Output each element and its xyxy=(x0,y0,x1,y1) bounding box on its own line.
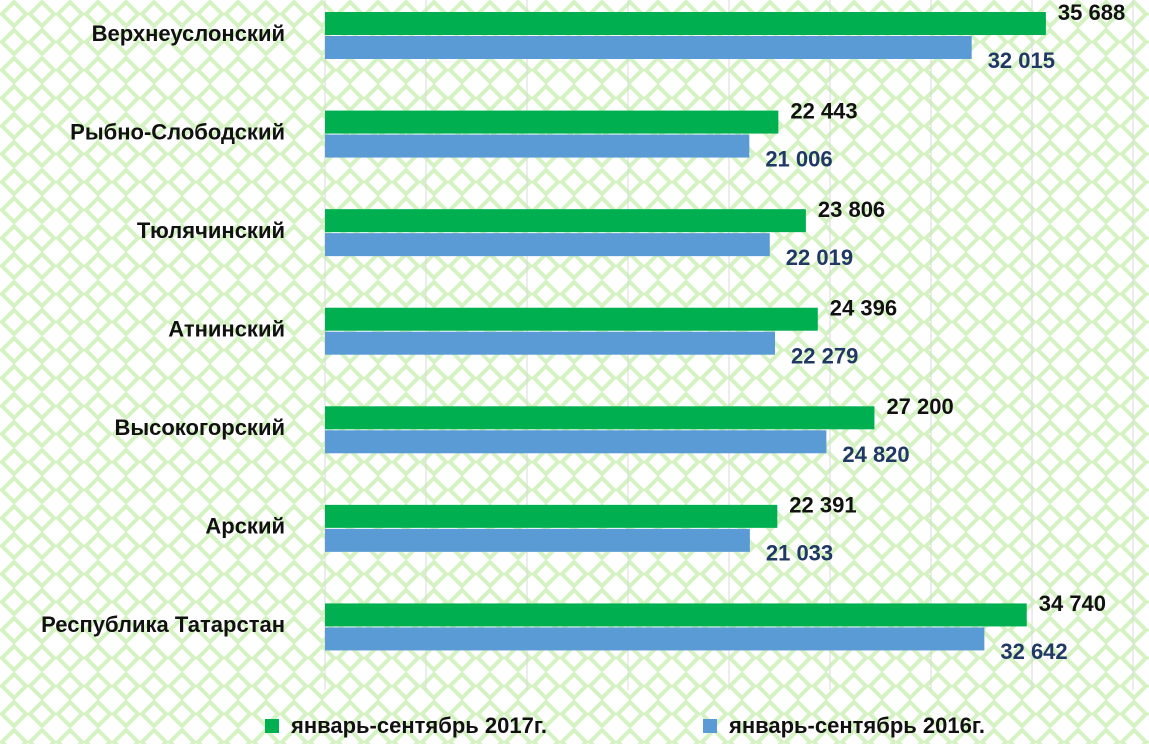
value-label: 21 006 xyxy=(765,146,832,171)
value-label: 32 642 xyxy=(1000,639,1067,664)
value-label: 35 688 xyxy=(1058,0,1125,25)
category-label: Арский xyxy=(205,514,285,539)
bar xyxy=(325,627,985,651)
value-label: 22 443 xyxy=(790,98,857,123)
bar xyxy=(325,36,972,59)
value-label: 32 015 xyxy=(988,48,1055,73)
legend-label: январь-сентябрь 2016г. xyxy=(728,713,985,738)
value-label: 22 019 xyxy=(786,245,853,270)
category-label: Верхнеуслонский xyxy=(92,21,285,46)
bar xyxy=(325,12,1046,35)
category-label: Атнинский xyxy=(168,317,285,342)
category-label: Рыбно-Слободский xyxy=(70,119,285,144)
value-label: 27 200 xyxy=(886,394,953,419)
category-label: Высокогорский xyxy=(114,415,285,440)
value-label: 34 740 xyxy=(1039,591,1106,616)
category-label: Тюлячинский xyxy=(137,218,285,243)
bar xyxy=(325,528,750,552)
value-label: 22 279 xyxy=(791,344,858,369)
value-label: 24 820 xyxy=(842,442,909,467)
bar xyxy=(325,233,770,257)
value-label: 24 396 xyxy=(830,296,897,321)
bar xyxy=(325,134,750,158)
value-label: 21 033 xyxy=(766,541,833,566)
category-label: Республика Татарстан xyxy=(41,612,285,637)
bar xyxy=(325,406,875,430)
bar xyxy=(325,504,778,528)
legend-swatch xyxy=(703,719,717,733)
bar xyxy=(325,110,779,134)
bar xyxy=(325,209,806,233)
legend-swatch xyxy=(265,719,279,733)
bar xyxy=(325,603,1027,627)
bar xyxy=(325,430,827,454)
legend-label: январь-сентябрь 2017г. xyxy=(290,713,547,738)
value-label: 22 391 xyxy=(789,493,856,518)
bar xyxy=(325,331,776,355)
value-label: 23 806 xyxy=(818,197,885,222)
bar xyxy=(325,307,818,331)
